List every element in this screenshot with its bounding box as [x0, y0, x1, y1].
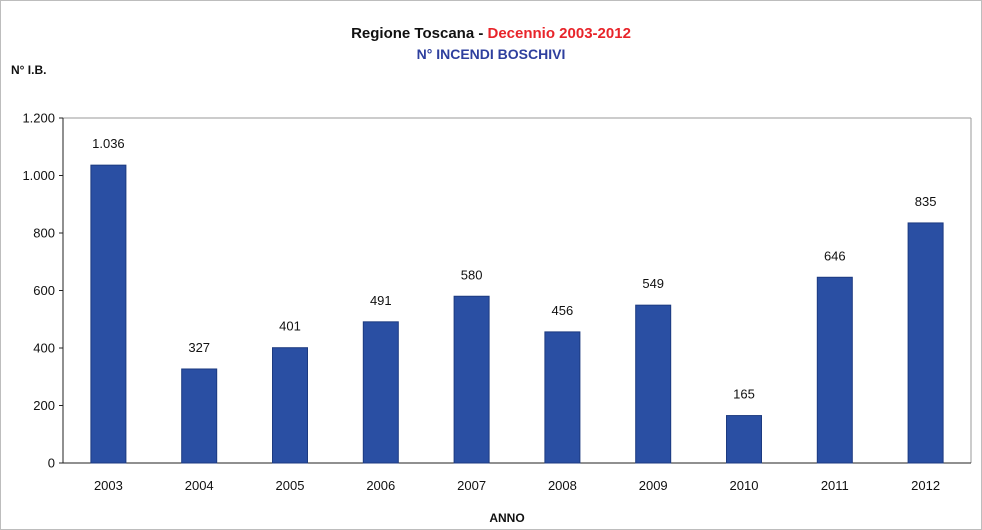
data-label-2011: 646: [824, 248, 846, 263]
x-tick-label-2012: 2012: [911, 478, 940, 493]
x-tick-label-2003: 2003: [94, 478, 123, 493]
bar-2012: [907, 222, 944, 464]
x-tick-label-2010: 2010: [730, 478, 759, 493]
bar-2009: [635, 304, 672, 464]
chart-title: Regione Toscana - Decennio 2003-2012: [351, 25, 631, 42]
bar-2011: [816, 276, 853, 464]
y-tick-label: 800: [33, 226, 55, 241]
bar-2003: [90, 164, 127, 464]
data-label-2008: 456: [552, 303, 574, 318]
y-tick-label: 200: [33, 398, 55, 413]
bars-group: [90, 164, 944, 464]
data-label-2012: 835: [915, 194, 937, 209]
x-tick-label-2005: 2005: [276, 478, 305, 493]
x-axis-title: ANNO: [489, 511, 524, 525]
x-axis-ticks: 2003 2004 2005 2006 2007 2008 2009 2010 2011 2012: [94, 478, 940, 493]
bar-2004: [181, 368, 218, 464]
data-label-2005: 401: [279, 319, 301, 334]
y-tick-label: 600: [33, 283, 55, 298]
bar-2007: [453, 295, 490, 464]
bar-2008: [544, 331, 581, 464]
chart-title-accent: Decennio 2003-2012: [488, 25, 631, 42]
y-tick-label: 400: [33, 341, 55, 356]
data-label-2009: 549: [642, 276, 664, 291]
y-tick-label: 1.200: [22, 111, 55, 126]
x-tick-label-2004: 2004: [185, 478, 214, 493]
chart-title-main: Regione Toscana -: [351, 25, 487, 42]
data-label-2003: 1.036: [92, 136, 125, 151]
data-label-2004: 327: [188, 340, 210, 355]
data-label-2010: 165: [733, 387, 755, 402]
y-tick-label: 1.000: [22, 168, 55, 183]
data-label-2006: 491: [370, 293, 392, 308]
chart-subtitle: N° INCENDI BOSCHIVI: [417, 46, 566, 62]
y-tick-label: 0: [48, 456, 55, 471]
bar-2005: [272, 347, 308, 464]
bar-2006: [362, 321, 399, 464]
x-tick-label-2007: 2007: [457, 478, 486, 493]
data-label-2007: 580: [461, 267, 483, 282]
x-tick-label-2011: 2011: [821, 478, 849, 493]
y-axis-title: N° I.B.: [11, 63, 46, 77]
x-tick-label-2006: 2006: [366, 478, 395, 493]
bar-2010: [726, 415, 762, 464]
y-axis-ticks: 0 200 400 600 800 1.000 1.200: [22, 111, 63, 471]
x-tick-label-2009: 2009: [639, 478, 668, 493]
data-labels-group: 1.036 327 401 491 580 456 549 165 646 835: [92, 136, 936, 401]
x-tick-label-2008: 2008: [548, 478, 577, 493]
